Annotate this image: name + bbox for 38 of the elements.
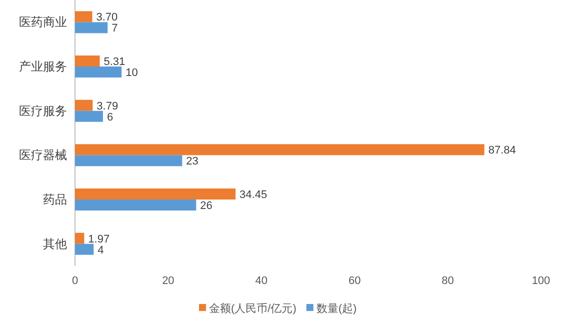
data-label: 23 xyxy=(186,156,198,168)
x-tick-label: 0 xyxy=(72,275,78,287)
y-tick-label: 医疗服务 xyxy=(19,104,67,118)
data-label: 7 xyxy=(112,22,118,35)
bar xyxy=(75,144,484,156)
y-tick-label: 医药商业 xyxy=(19,15,67,30)
bar xyxy=(75,100,93,111)
data-label: 10 xyxy=(126,67,138,79)
x-tick-label: 60 xyxy=(348,275,361,287)
data-label: 34.45 xyxy=(240,189,268,201)
legend-label: 金额(人民币/亿元) xyxy=(209,302,296,315)
data-label: 3.79 xyxy=(96,100,118,112)
data-label: 6 xyxy=(106,111,114,124)
data-label: 26 xyxy=(200,200,212,212)
y-tick-label: 医疗器械 xyxy=(19,148,67,162)
data-label: 5.31 xyxy=(104,56,126,68)
bar xyxy=(75,11,92,22)
x-tick-label: 40 xyxy=(255,275,268,287)
bar xyxy=(75,22,108,34)
data-label: 1.97 xyxy=(88,233,110,246)
bar xyxy=(75,56,100,66)
x-tick-label: 20 xyxy=(162,275,174,287)
bar xyxy=(75,188,236,200)
x-tick-label: 100 xyxy=(532,275,550,287)
y-tick-label: 产业服务 xyxy=(19,60,67,74)
bar xyxy=(75,66,122,78)
data-label: 4 xyxy=(98,244,104,256)
bar xyxy=(75,155,182,166)
x-tick-label: 80 xyxy=(442,275,454,287)
y-tick-label: 其他 xyxy=(43,236,67,251)
y-tick-label: 药品 xyxy=(43,192,67,206)
bar xyxy=(75,232,84,244)
bar xyxy=(75,200,196,210)
legend-label: 数量(起) xyxy=(316,303,357,315)
data-label: 3.70 xyxy=(96,12,118,24)
data-label: 87.84 xyxy=(488,144,516,157)
bar xyxy=(75,110,103,122)
bar xyxy=(75,244,94,255)
